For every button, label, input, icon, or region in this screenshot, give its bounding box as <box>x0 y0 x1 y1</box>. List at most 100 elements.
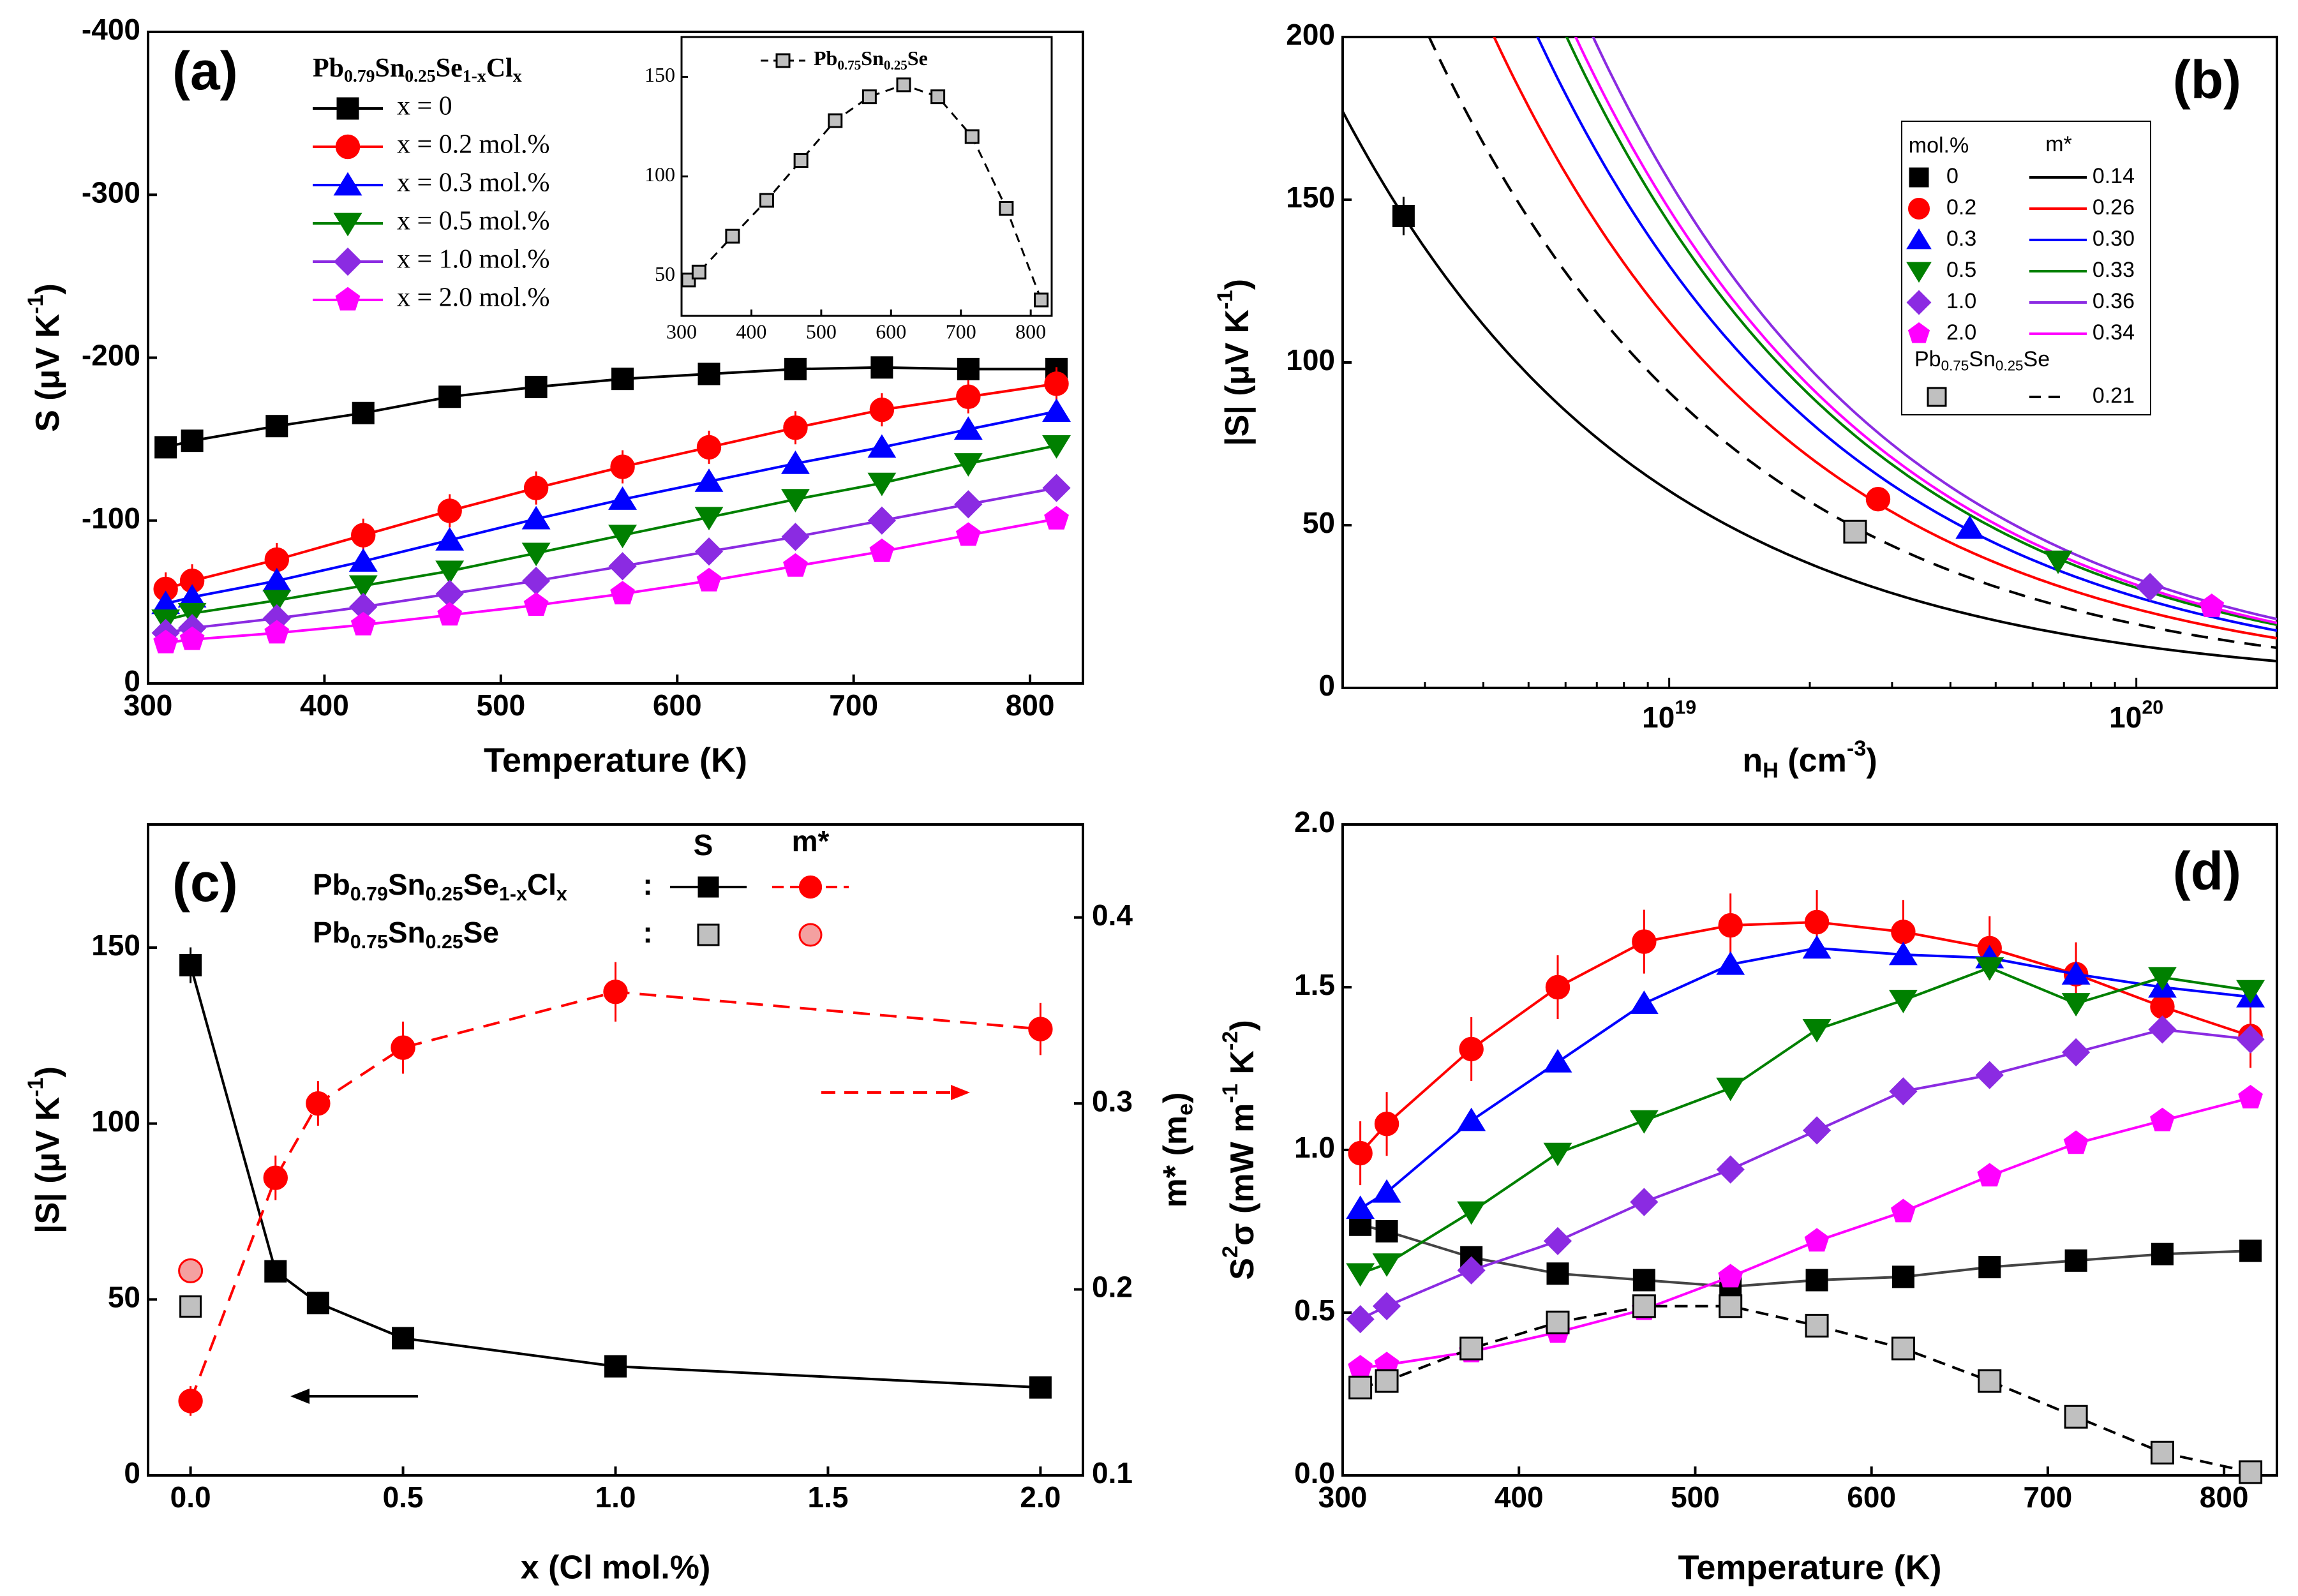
data-point <box>435 560 465 585</box>
S-point <box>604 1355 627 1378</box>
legend-row1: Pb0.79Sn0.25Se1-xClx <box>313 868 567 905</box>
y-tick-label: 0.0 <box>1294 1456 1335 1489</box>
data-point <box>151 590 181 615</box>
data-point <box>2150 1107 2175 1131</box>
y-axis-label: |S| (μV K-1) <box>1213 279 1255 446</box>
data-point <box>1630 1188 1659 1216</box>
legend-marker <box>1908 198 1930 220</box>
data-point <box>2199 593 2225 618</box>
pisarenko-curve <box>1574 37 2277 625</box>
legend-marker <box>1906 290 1932 315</box>
data-point <box>522 567 551 595</box>
data-point <box>2148 967 2177 991</box>
y-tick-label: 50 <box>1302 506 1335 539</box>
data-point <box>350 611 376 636</box>
legend-marker <box>333 247 362 276</box>
inset-x-tick-label: 700 <box>946 320 976 343</box>
data-point <box>349 592 378 622</box>
data-point <box>1632 929 1657 954</box>
data-point <box>1804 909 1830 935</box>
legend-mol: 0 <box>1946 164 1959 188</box>
data-point <box>1042 398 1071 422</box>
x-tick-label: 600 <box>653 689 702 722</box>
arrow-left-head <box>290 1389 310 1404</box>
data-point <box>1955 515 1985 539</box>
S-point <box>392 1327 415 1350</box>
data-point <box>696 435 722 460</box>
x-tick-label: 1020 <box>2109 697 2163 735</box>
panel-label: (d) <box>2173 841 2241 901</box>
data-point <box>523 592 549 616</box>
data-point <box>2043 550 2073 574</box>
legend-marker <box>335 134 361 160</box>
data-point <box>698 362 720 385</box>
inset-frame <box>680 36 1053 317</box>
data-point <box>2064 1249 2087 1272</box>
data-point <box>1543 1048 1572 1073</box>
x-axis-label: x (Cl mol.%) <box>521 1549 711 1586</box>
data-point <box>1042 474 1071 502</box>
data-point <box>1716 1077 1745 1101</box>
legend-marker <box>336 97 359 120</box>
data-point <box>608 552 637 581</box>
y2-tick-label: 0.4 <box>1092 899 1133 932</box>
data-point <box>1044 371 1069 396</box>
data-point <box>956 384 981 409</box>
inset-point <box>725 228 740 244</box>
data-point <box>608 486 637 510</box>
data-point <box>2239 1239 2262 1262</box>
data-point <box>784 357 807 380</box>
data-point <box>1802 1018 1832 1043</box>
data-point <box>2238 1085 2263 1108</box>
y-tick-label: 200 <box>1286 18 1335 51</box>
y-tick-label: 0 <box>124 1456 140 1489</box>
legend-box <box>1901 121 2151 415</box>
legend-marker <box>1906 228 1932 250</box>
legend-col-S: S <box>694 828 713 861</box>
curves-group <box>1343 37 2277 663</box>
pisarenko-curve <box>1428 37 2277 650</box>
legend-m: 0.21 <box>2093 384 2135 408</box>
data-point <box>610 581 635 605</box>
data-point <box>1546 1262 1569 1285</box>
data-point <box>435 579 464 608</box>
series-line <box>165 444 1057 622</box>
pisarenko-curve <box>1565 37 2277 627</box>
y-tick-label: 0 <box>124 664 140 697</box>
data-point <box>181 429 204 452</box>
data-point <box>351 523 376 548</box>
data-point <box>1716 1155 1745 1184</box>
panel-c: 0.0 0.5 1.0 1.5 2.0 0 50 100 150 0.1 0.2 0.3 0.4 x (C… <box>24 823 1198 1586</box>
x-tick-label: 800 <box>2200 1480 2249 1514</box>
x-tick-label: 400 <box>300 689 349 722</box>
inset-legend-marker <box>775 53 791 68</box>
data-point <box>521 505 551 530</box>
data-point <box>435 526 465 551</box>
legend-label: x = 0 <box>397 92 452 121</box>
data-point <box>1375 1369 1399 1393</box>
data-point <box>2150 994 2175 1019</box>
data-point <box>1346 1195 1375 1219</box>
data-point <box>953 416 983 440</box>
legend-marker-S <box>698 876 719 898</box>
data-point <box>867 434 897 458</box>
x-tick-label: 1.5 <box>807 1480 848 1514</box>
pisarenko-curve <box>1343 110 2277 663</box>
legend-marker <box>333 172 362 196</box>
data-point <box>1346 1263 1375 1287</box>
arrow-right-head <box>951 1085 970 1100</box>
legend-marker <box>1909 167 1929 188</box>
panel-a: 300 400 500 600 700 800 0 -100 -200 -300 -400 Tempe… <box>24 13 1084 779</box>
pisarenko-curve <box>1493 37 2277 640</box>
legend-col-m: m* <box>792 824 830 858</box>
series-line <box>1359 1028 2251 1320</box>
inset-point <box>964 129 980 144</box>
inset-y-tick-label: 150 <box>645 63 675 86</box>
S-line <box>189 964 1041 1389</box>
data-point <box>696 567 722 592</box>
legend-colon: : <box>643 868 652 901</box>
legend-m: 0.30 <box>2093 227 2135 251</box>
series-line <box>1360 1223 2251 1288</box>
panel-label: (c) <box>172 853 238 913</box>
